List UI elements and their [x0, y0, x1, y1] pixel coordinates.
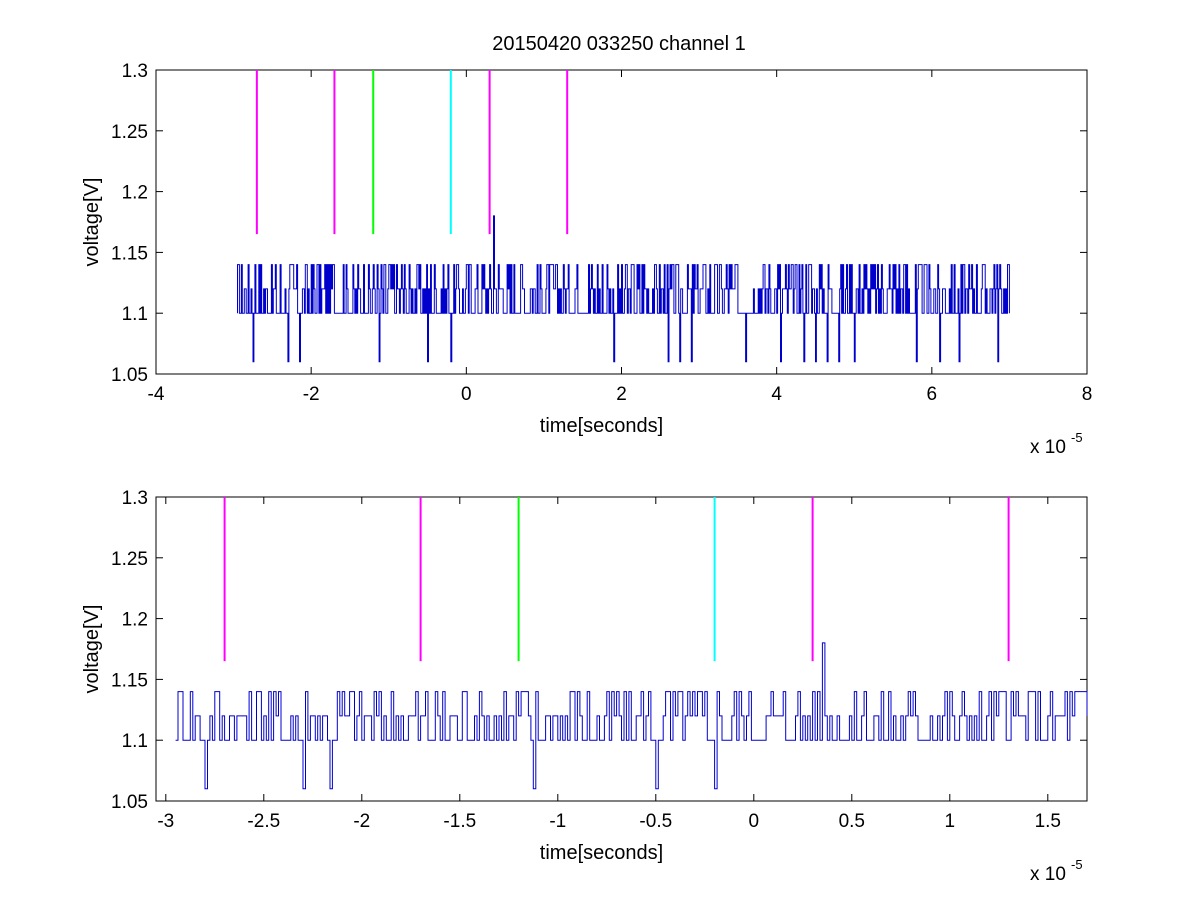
- x-tick-label: 2: [616, 384, 627, 405]
- x-tick-label: 1.5: [1035, 811, 1061, 832]
- x-tick-label: 0: [461, 384, 472, 405]
- x-tick-label: -4: [148, 384, 165, 405]
- x-tick-label: 0.5: [839, 811, 865, 832]
- y-tick-label: 1.1: [122, 731, 148, 752]
- y-tick-label: 1.05: [111, 365, 148, 386]
- y-axis-label: voltage[V]: [81, 605, 103, 694]
- x-tick-label: -2: [303, 384, 320, 405]
- x-tick-label: -1: [549, 811, 566, 832]
- x-tick-label: 6: [927, 384, 938, 405]
- x-tick-label: -2.5: [247, 811, 280, 832]
- x-exponent-power: -5: [1071, 857, 1083, 872]
- y-tick-label: 1.05: [111, 792, 148, 813]
- x-tick-label: -2: [353, 811, 370, 832]
- x-axis-label: time[seconds]: [540, 415, 663, 437]
- x-tick-label: -3: [157, 811, 174, 832]
- y-tick-label: 1.15: [111, 243, 148, 264]
- x-exponent-power: -5: [1071, 430, 1083, 445]
- y-tick-label: 1.2: [122, 183, 148, 204]
- voltage-trace: [175, 642, 1088, 790]
- x-tick-label: 4: [771, 384, 782, 405]
- x-tick-label: 0: [749, 811, 760, 832]
- x-exponent-label: x 10: [1030, 437, 1066, 458]
- x-exponent-label: x 10: [1030, 864, 1066, 885]
- y-tick-label: 1.15: [111, 670, 148, 691]
- x-tick-label: -0.5: [639, 811, 672, 832]
- chart-title: 20150420 033250 channel 1: [492, 33, 746, 55]
- x-tick-label: 1: [945, 811, 956, 832]
- x-tick-label: -1.5: [443, 811, 476, 832]
- y-tick-label: 1.3: [122, 61, 148, 82]
- voltage-trace: [237, 215, 1010, 363]
- y-tick-label: 1.25: [111, 122, 148, 143]
- y-tick-label: 1.25: [111, 549, 148, 570]
- x-tick-label: 8: [1082, 384, 1093, 405]
- bottom-plot-panel: -3 -2.5 -2 -1.5 -1 -0.5 0 0.5 1 1.5 1.05 1.1 1.15 1.2…: [81, 488, 1088, 885]
- top-plot-panel: -4 -2 0 2 4 6 8 1.05 1.1 1.15 1.2 1.25 1.3 time[secon…: [81, 61, 1092, 458]
- y-tick-label: 1.1: [122, 304, 148, 325]
- axes-box: [155, 496, 1088, 802]
- y-tick-label: 1.2: [122, 610, 148, 631]
- x-axis-label: time[seconds]: [540, 842, 663, 864]
- y-axis-label: voltage[V]: [81, 178, 103, 267]
- y-tick-label: 1.3: [122, 488, 148, 509]
- axes-box: [155, 69, 1088, 375]
